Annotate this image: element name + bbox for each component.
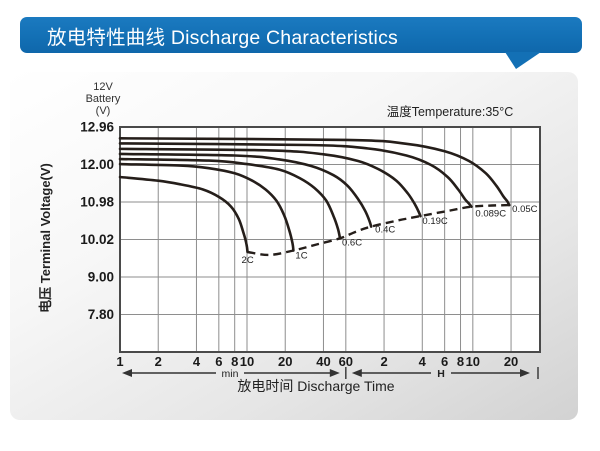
curve-0.6C xyxy=(118,157,342,240)
x-tick-label: 1 xyxy=(116,354,123,369)
curve-0.05C xyxy=(118,137,511,207)
y-axis-tick-labels: 12.96 12.00 10.98 10.02 9.00 7.80 xyxy=(80,120,114,323)
y-unit-line2: Battery xyxy=(86,93,121,105)
x-axis-tick-labels: 1 2 4 6 8 10 20 40 60 2 4 6 8 10 20 xyxy=(116,354,518,369)
header-banner: 放电特性曲线 Discharge Characteristics xyxy=(20,17,582,53)
arrow-head-left xyxy=(351,369,362,377)
y-tick-label: 10.98 xyxy=(80,195,114,210)
page-title: 放电特性曲线 Discharge Characteristics xyxy=(47,26,398,49)
curve-label-0.6C: 0.6C xyxy=(342,237,362,248)
y-unit-line3: (V) xyxy=(96,105,111,117)
y-tick-label: 10.02 xyxy=(80,232,114,247)
time-unit-arrows xyxy=(122,367,539,379)
arrow-head-left xyxy=(122,369,132,377)
x-tick-label: 8 xyxy=(231,354,238,369)
curve-rate-labels: 2C 1C 0.6C 0.4C 0.19C 0.089C 0.05C xyxy=(242,204,538,266)
x-tick-label: 2 xyxy=(155,354,162,369)
curve-0.4C xyxy=(118,152,373,228)
unit-label-hour: H xyxy=(437,368,445,380)
x-tick-label: 4 xyxy=(419,354,427,369)
x-tick-label: 60 xyxy=(339,354,353,369)
x-tick-label: 8 xyxy=(457,354,464,369)
y-tick-label: 12.00 xyxy=(80,157,114,172)
arrow-head-right xyxy=(520,369,530,377)
x-axis-title: 放电时间 Discharge Time xyxy=(237,378,394,394)
y-tick-label: 12.96 xyxy=(80,120,114,135)
curve-1C xyxy=(118,162,295,252)
y-unit-line1: 12V xyxy=(93,81,113,93)
y-tick-label: 7.80 xyxy=(88,307,114,322)
cutoff-dashed-line xyxy=(247,203,510,257)
x-tick-label: 10 xyxy=(240,354,254,369)
curve-label-0.19C: 0.19C xyxy=(422,216,447,227)
x-tick-label: 20 xyxy=(278,354,292,369)
x-tick-label: 20 xyxy=(504,354,518,369)
x-tick-label: 6 xyxy=(215,354,222,369)
curve-label-0.4C: 0.4C xyxy=(375,225,395,236)
curve-label-0.089C: 0.089C xyxy=(475,209,506,220)
plot-border xyxy=(119,126,541,353)
curve-label-0.05C: 0.05C xyxy=(512,204,537,215)
y-tick-label: 9.00 xyxy=(88,270,114,285)
header-banner-tail xyxy=(505,52,541,69)
y-axis-title: 电压 Terminal Voltage(V) xyxy=(38,163,53,313)
cutoff-path xyxy=(247,203,510,257)
x-tick-label: 6 xyxy=(441,354,448,369)
x-tick-label: 40 xyxy=(316,354,330,369)
x-tick-label: 10 xyxy=(466,354,480,369)
unit-label-min: min xyxy=(222,368,239,380)
x-tick-label: 2 xyxy=(380,354,387,369)
discharge-curves xyxy=(118,137,511,254)
curve-0.089C xyxy=(118,142,473,208)
curve-0.19C xyxy=(118,147,422,218)
x-tick-label: 4 xyxy=(193,354,201,369)
curve-2C xyxy=(118,175,249,254)
arrow-head-right xyxy=(329,369,340,377)
temperature-annotation: 温度Temperature:35°C xyxy=(387,104,514,119)
curve-label-2C: 2C xyxy=(242,255,254,266)
curve-label-1C: 1C xyxy=(295,251,307,262)
